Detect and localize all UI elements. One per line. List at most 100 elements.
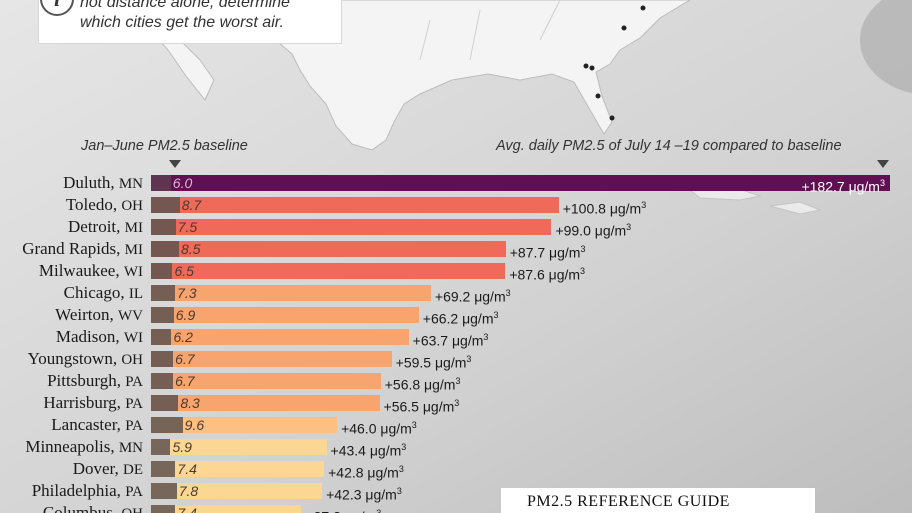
city-state: PA [125, 396, 143, 412]
city-state: PA [125, 418, 143, 434]
city-label: Milwaukee, WI [0, 261, 143, 281]
delta-value-label: +66.2 μg/m3 [422, 310, 499, 327]
baseline-value-label: 8.5 [181, 241, 201, 257]
baseline-value-label: 7.4 [177, 461, 197, 477]
city-label: Youngstown, OH [0, 349, 143, 369]
info-note-line-2: which cities get the worst air. [80, 14, 284, 31]
baseline-value-label: 6.2 [173, 329, 193, 345]
city-state: IL [128, 286, 143, 302]
city-state: OH [121, 198, 143, 214]
city-label: Duluth, MN [0, 173, 143, 193]
city-name: Youngstown, [27, 349, 122, 368]
delta-marker-icon [877, 160, 889, 168]
city-state: WI [123, 330, 143, 346]
baseline-bar [151, 351, 174, 367]
baseline-bar [151, 329, 172, 345]
city-name: Pittsburgh, [47, 371, 126, 390]
baseline-bar [151, 197, 180, 213]
delta-value-label: +87.7 μg/m3 [509, 244, 586, 261]
city-label: Columbus, OH [0, 503, 143, 513]
land-north-america [119, 0, 691, 151]
delta-value-label: +99.0 μg/m3 [555, 222, 632, 239]
delta-value-label: +69.2 μg/m3 [434, 288, 511, 305]
delta-value-label: +37.2 μg/m3 [305, 508, 382, 513]
city-label: Madison, WI [0, 327, 143, 347]
baseline-bar [151, 417, 183, 433]
city-name: Philadelphia, [31, 481, 126, 500]
delta-bar [151, 461, 325, 477]
delta-value-label: +63.7 μg/m3 [412, 332, 489, 349]
delta-bar [151, 197, 559, 213]
baseline-value-label: 6.9 [175, 307, 196, 323]
delta-bar [151, 219, 552, 235]
baseline-bar [151, 285, 176, 301]
city-state: WV [118, 308, 143, 324]
baseline-value-label: 7.3 [177, 285, 197, 301]
baseline-bar [151, 505, 176, 513]
delta-bar [151, 373, 381, 389]
city-name: Minneapolis, [25, 437, 119, 456]
baseline-value-label: 9.6 [184, 417, 205, 433]
city-name: Dover, [72, 459, 123, 478]
delta-value-label: +56.5 μg/m3 [383, 398, 460, 415]
delta-bar [151, 241, 506, 257]
reference-guide-title: PM2.5 REFERENCE GUIDE [527, 493, 730, 510]
city-name: Grand Rapids, [22, 239, 125, 258]
delta-bar [151, 307, 419, 323]
delta-bar [151, 285, 431, 301]
delta-value-label: +87.6 μg/m3 [509, 266, 586, 283]
delta-value-label: +46.0 μg/m3 [341, 420, 417, 437]
delta-value-label: +100.8 μg/m3 [562, 200, 647, 217]
city-state: DE [123, 462, 143, 478]
city-label: Toledo, OH [0, 195, 143, 215]
city-name: Lancaster, [51, 415, 126, 434]
baseline-header: Jan–June PM2.5 baseline [81, 138, 248, 154]
baseline-value-label: 8.7 [181, 197, 202, 213]
city-name: Harrisburg, [43, 393, 126, 412]
info-note-box [38, 0, 342, 44]
delta-bar [151, 329, 409, 345]
baseline-value-label: 5.9 [172, 439, 192, 455]
city-state: PA [125, 484, 143, 500]
baseline-bar [151, 439, 171, 455]
city-state: MI [124, 220, 143, 236]
info-note-line-1: not distance alone, determine [80, 0, 290, 11]
city-name: Chicago, [63, 283, 129, 302]
delta-value-label: +59.5 μg/m3 [395, 354, 472, 371]
city-state: PA [125, 374, 143, 390]
delta-bar [151, 439, 327, 455]
baseline-value-label: 7.4 [177, 505, 197, 513]
city-label: Lancaster, PA [0, 415, 143, 435]
city-label: Chicago, IL [0, 283, 143, 303]
city-name: Duluth, [63, 173, 119, 192]
reference-guide-box [501, 488, 815, 513]
city-label: Harrisburg, PA [0, 393, 143, 413]
delta-bar [151, 483, 323, 499]
baseline-bar [151, 395, 179, 411]
baseline-bar [151, 483, 177, 499]
baseline-bar [151, 307, 174, 323]
city-state: OH [121, 352, 143, 368]
baseline-bar [151, 461, 176, 477]
delta-bar [151, 175, 890, 191]
baseline-bar [151, 241, 180, 257]
city-name: Toledo, [65, 195, 122, 214]
baseline-bar [151, 373, 174, 389]
city-label: Minneapolis, MN [0, 437, 143, 457]
city-label: Pittsburgh, PA [0, 371, 143, 391]
delta-value-label: +42.8 μg/m3 [328, 464, 404, 481]
baseline-value-label: 6.5 [174, 263, 194, 279]
delta-bar [151, 505, 302, 513]
baseline-value-label: 7.5 [177, 219, 198, 235]
delta-value-label: +42.3 μg/m3 [326, 486, 402, 503]
delta-bar [151, 395, 380, 411]
baseline-value-label: 7.8 [178, 483, 199, 499]
baseline-marker-icon [169, 160, 181, 168]
baseline-value-label: 6.7 [175, 351, 195, 367]
delta-header: Avg. daily PM2.5 of July 14 –19 compared… [496, 138, 842, 154]
city-name: Milwaukee, [38, 261, 124, 280]
city-state: MI [124, 242, 143, 258]
city-name: Madison, [55, 327, 124, 346]
city-label: Detroit, MI [0, 217, 143, 237]
